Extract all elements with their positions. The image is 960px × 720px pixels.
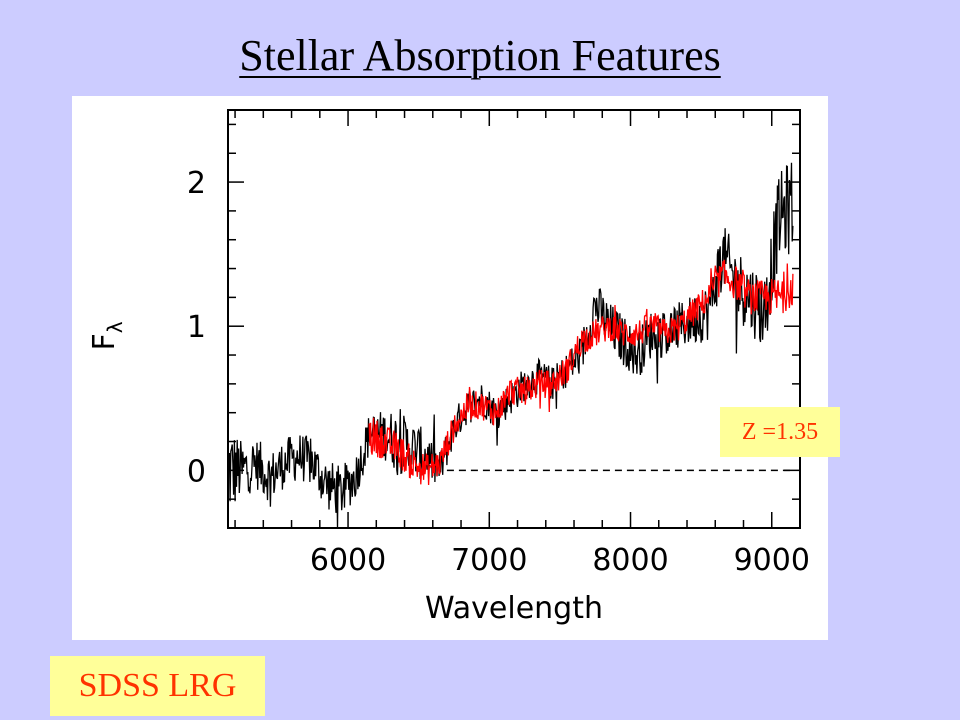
y-axis-label-main: F [87,333,122,350]
y-axis-label-subscript: λ [103,321,127,333]
spectrum-chart: 6000 7000 8000 9000 0 1 2 Wavelength Fλ [87,109,810,626]
y-tick-label: 1 [187,310,206,345]
x-tick-label: 7000 [451,543,527,578]
x-tick-label: 6000 [310,543,386,578]
y-tick-label: 0 [187,454,206,489]
plot-frame [227,109,801,529]
spectrum-series-black [227,162,794,529]
tick-labels: 6000 7000 8000 9000 0 1 2 [187,166,810,578]
x-tick-label: 9000 [734,543,810,578]
x-tick-label: 8000 [592,543,668,578]
y-axis-label: Fλ [87,321,127,350]
sample-label: SDSS LRG [50,656,265,716]
redshift-label: Z =1.35 [720,407,840,457]
svg-text:Fλ: Fλ [87,321,127,350]
slide-title: Stellar Absorption Features [239,31,721,80]
x-axis-label: Wavelength [425,591,603,626]
axis-ticks [228,110,800,528]
spectrum-plot-panel: 6000 7000 8000 9000 0 1 2 Wavelength Fλ [72,96,828,640]
spectrum-series-red [368,259,794,486]
y-tick-label: 2 [187,166,206,201]
